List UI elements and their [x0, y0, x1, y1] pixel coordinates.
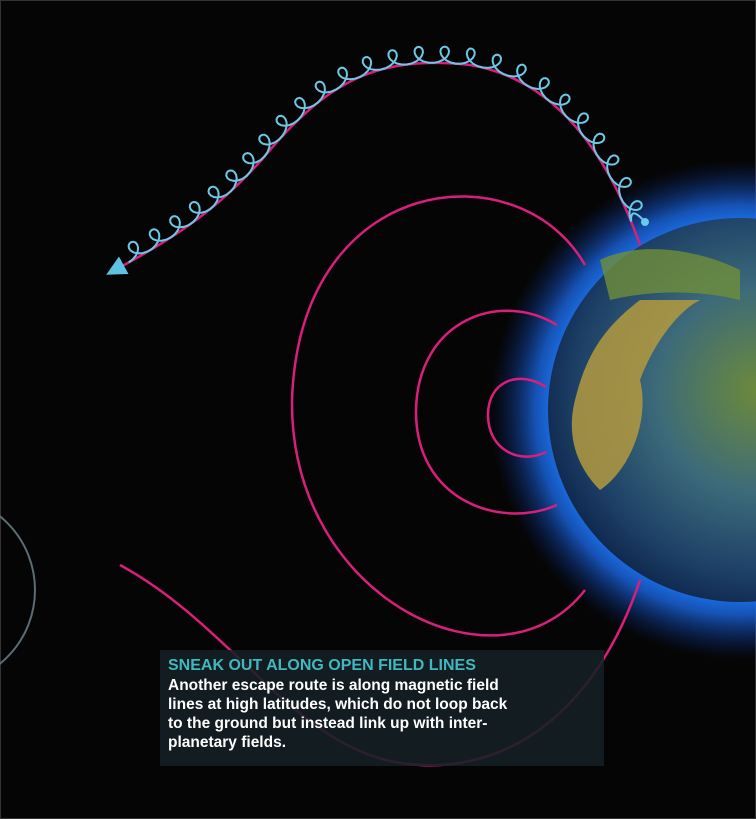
caption-box: SNEAK OUT ALONG OPEN FIELD LINES Another…: [160, 650, 604, 766]
particle: [641, 218, 649, 226]
closed-field-line: [414, 309, 558, 515]
caption-line: Another escape route is along magnetic f…: [168, 677, 499, 694]
continent: [571, 300, 700, 490]
particle-helix: [127, 45, 646, 264]
closed-field-line: [486, 377, 547, 458]
earth: [548, 218, 756, 602]
closed-field-line: [290, 195, 587, 637]
caption-line: lines at high latitudes, which do not lo…: [168, 696, 508, 713]
caption-line: planetary fields.: [168, 734, 287, 751]
caption-heading: SNEAK OUT ALONG OPEN FIELD LINES: [168, 657, 476, 674]
continent: [600, 249, 740, 300]
left-body: [0, 515, 36, 665]
caption-line: to the ground but instead link up with i…: [168, 715, 488, 732]
